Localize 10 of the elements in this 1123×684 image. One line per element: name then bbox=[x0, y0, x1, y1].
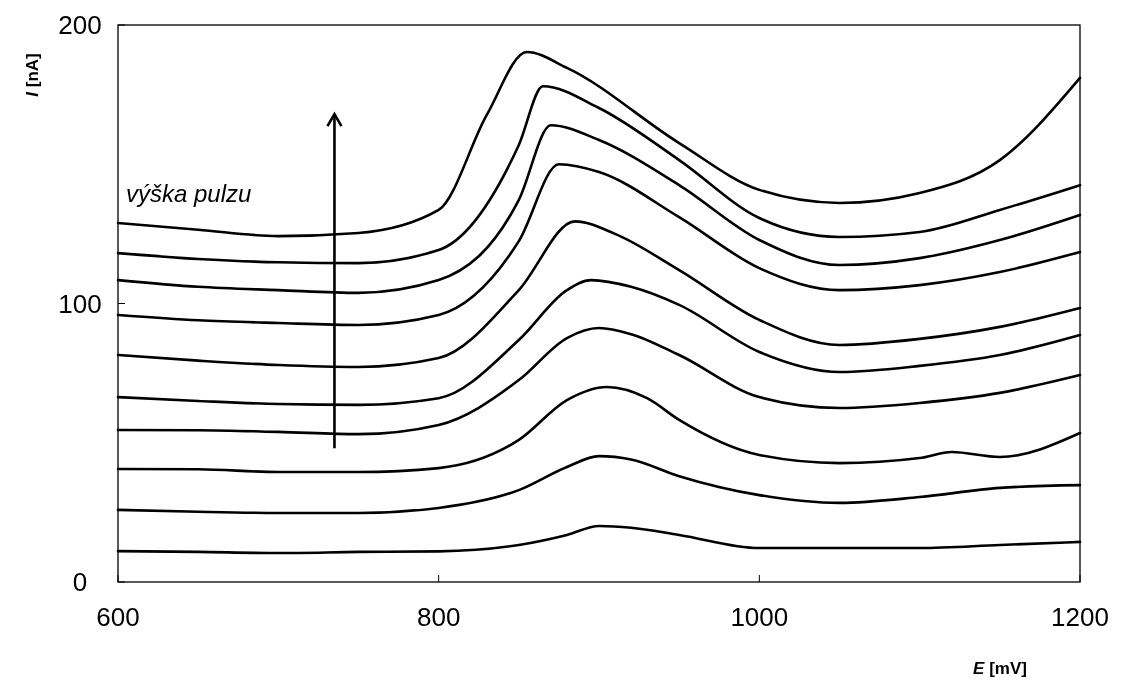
y-tick-label: 100 bbox=[58, 288, 102, 319]
y-tick-label: 0 bbox=[72, 567, 88, 597]
x-tick-label: 600 bbox=[96, 602, 140, 632]
x-tick-label: 800 bbox=[416, 602, 461, 632]
y-axis-title: I [nA] bbox=[23, 53, 42, 97]
x-axis-title: E [mV] bbox=[973, 659, 1027, 678]
annotation: výška pulzu bbox=[126, 179, 252, 207]
x-tick-label: 1200 bbox=[1051, 602, 1109, 632]
x-tick-label: 1000 bbox=[730, 602, 789, 632]
y-tick-label: 200 bbox=[58, 10, 102, 40]
